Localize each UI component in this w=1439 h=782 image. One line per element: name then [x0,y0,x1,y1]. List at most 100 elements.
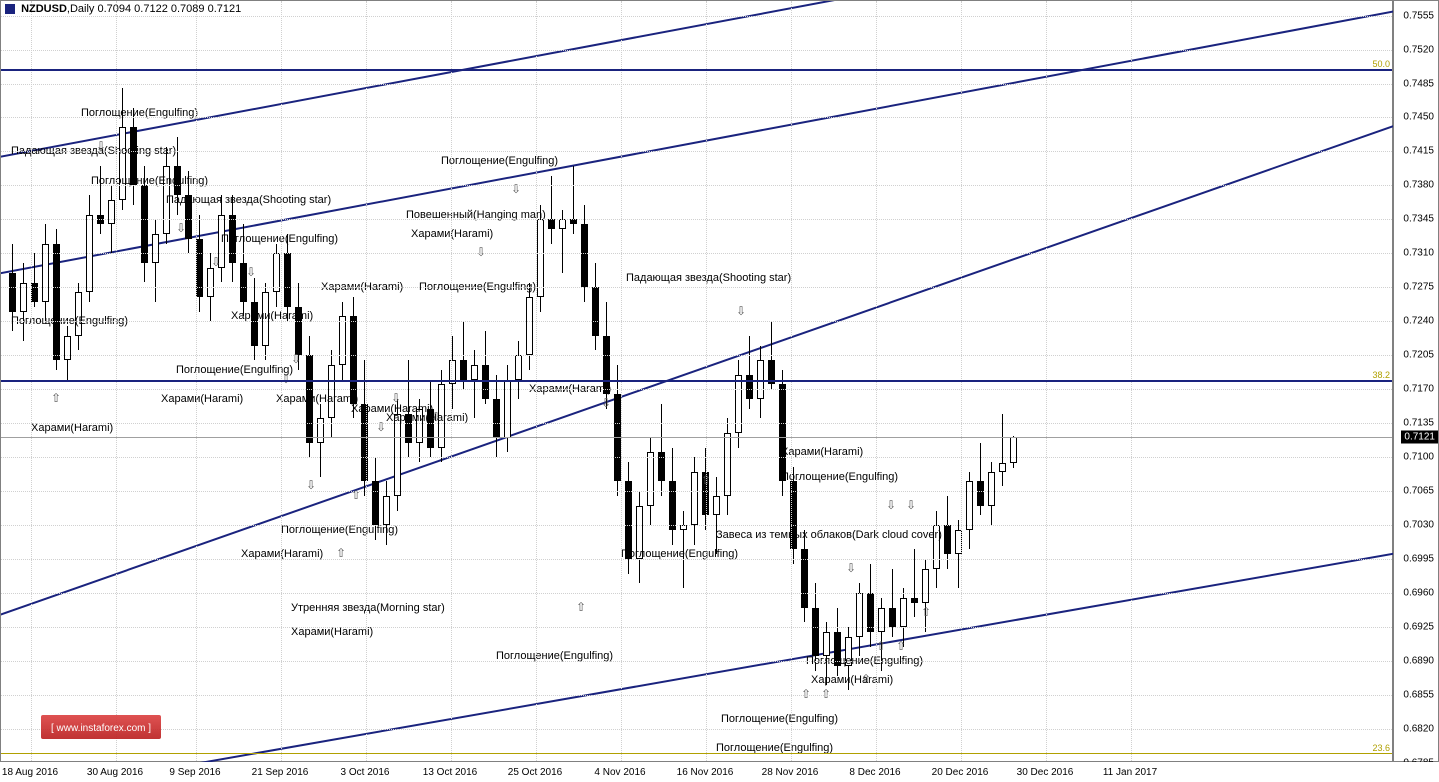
arrow-down-icon: ⇩ [476,245,486,259]
candle-body[interactable] [944,525,951,554]
chart-title-bar: NZDUSD,Daily 0.7094 0.7122 0.7089 0.7121 [5,3,241,15]
candle-body[interactable] [515,355,522,379]
gridline-h [1,50,1392,51]
fib-level-line[interactable] [1,753,1392,754]
candle-body[interactable] [669,481,676,530]
y-tick-label: 0.7415 [1403,146,1434,157]
candle-body[interactable] [581,224,588,287]
candle-body[interactable] [878,608,885,632]
candle-body[interactable] [812,608,819,657]
gridline-h [1,219,1392,220]
pattern-annotation: Поглощение(Engulfing) [441,155,558,167]
fib-level-label: 38.2 [1372,370,1390,380]
candle-body[interactable] [31,283,38,302]
fib-level-line[interactable] [1,69,1392,71]
y-tick-label: 0.7345 [1403,214,1434,225]
trend-lines-layer [1,1,1394,763]
x-tick-label: 3 Oct 2016 [341,767,390,778]
candle-body[interactable] [900,598,907,627]
pattern-annotation: Харами(Harami) [411,228,493,240]
gridline-h [1,525,1392,526]
candle-body[interactable] [922,569,929,603]
candle-body[interactable] [471,365,478,380]
candle-body[interactable] [460,360,467,379]
y-tick-label: 0.7485 [1403,78,1434,89]
candle-body[interactable] [856,593,863,637]
candle-body[interactable] [691,472,698,525]
candle-body[interactable] [647,452,654,505]
candle-wick [716,477,717,555]
candle-body[interactable] [548,219,555,229]
candle-body[interactable] [119,127,126,200]
candle-body[interactable] [141,185,148,263]
gridline-h [1,729,1392,730]
arrow-up-icon: ⇧ [576,600,586,614]
pattern-annotation: Харами(Harami) [161,393,243,405]
gridline-h [1,695,1392,696]
y-tick-label: 0.7240 [1403,316,1434,327]
gridline-h [1,117,1392,118]
arrow-down-icon: ⇩ [281,372,291,386]
arrow-down-icon: ⇩ [391,391,401,405]
candle-body[interactable] [977,481,984,505]
y-tick-label: 0.7030 [1403,520,1434,531]
watermark-text: [ www.instaforex.com ] [51,723,151,734]
candle-body[interactable] [559,219,566,229]
candle-body[interactable] [988,472,995,506]
y-tick-label: 0.6820 [1403,724,1434,735]
gridline-h [1,389,1392,390]
arrow-down-icon: ⇩ [846,561,856,575]
candle-body[interactable] [75,292,82,336]
candle-body[interactable] [493,399,500,438]
candle-body[interactable] [284,253,291,306]
candle-body[interactable] [350,316,357,403]
gridline-h [1,457,1392,458]
candle-body[interactable] [328,365,335,418]
symbol-flag-icon [5,4,15,14]
broker-watermark: [ www.instaforex.com ] [41,715,161,739]
candle-body[interactable] [317,418,324,442]
candle-body[interactable] [372,481,379,525]
y-tick-label: 0.6960 [1403,588,1434,599]
pattern-annotation: Утренняя звезда(Morning star) [291,602,445,614]
candle-body[interactable] [823,632,830,656]
current-price-badge: 0.7121 [1401,430,1438,443]
fib-level-label: 50.0 [1372,59,1390,69]
gridline-h [1,151,1392,152]
candle-body[interactable] [537,219,544,297]
candle-body[interactable] [1010,437,1017,463]
candle-body[interactable] [724,433,731,496]
trend-line[interactable] [1,1,1394,283]
candle-body[interactable] [999,463,1006,472]
x-tick-label: 9 Sep 2016 [169,767,220,778]
gridline-h [1,253,1392,254]
candle-body[interactable] [713,496,720,515]
candle-body[interactable] [592,287,599,336]
candle-body[interactable] [526,297,533,355]
candle-body[interactable] [53,244,60,360]
candle-body[interactable] [152,234,159,263]
pattern-annotation: Поглощение(Engulfing) [781,471,898,483]
arrow-down-icon: ⇩ [511,182,521,196]
candle-body[interactable] [64,336,71,360]
candle-body[interactable] [339,316,346,365]
candle-body[interactable] [251,302,258,346]
timeframe-value: Daily [70,3,94,15]
candle-body[interactable] [394,414,401,497]
candle-body[interactable] [746,375,753,399]
candle-body[interactable] [383,496,390,525]
candle-body[interactable] [966,481,973,530]
fib-level-line[interactable] [1,380,1392,382]
candle-body[interactable] [9,273,16,312]
chart-container: NZDUSD,Daily 0.7094 0.7122 0.7089 0.7121… [0,0,1439,782]
candle-body[interactable] [207,268,214,297]
chart-plot-area[interactable]: NZDUSD,Daily 0.7094 0.7122 0.7089 0.7121… [0,0,1393,762]
arrow-up-icon: ⇧ [801,687,811,701]
candle-body[interactable] [108,200,115,224]
candle-body[interactable] [482,365,489,399]
candle-body[interactable] [889,608,896,627]
y-tick-label: 0.7555 [1403,10,1434,21]
candle-body[interactable] [779,384,786,481]
candle-body[interactable] [911,598,918,603]
arrow-down-icon: ⇩ [176,221,186,235]
